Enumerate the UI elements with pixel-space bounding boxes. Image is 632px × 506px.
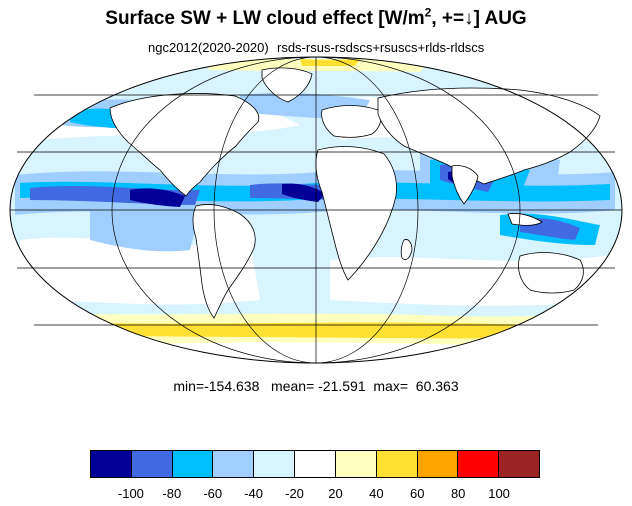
land-madagascar: [400, 239, 413, 260]
field-navy-panama: [130, 188, 185, 207]
colorbar-label: 100: [488, 486, 510, 501]
colorbar-label: -100: [117, 486, 144, 501]
colorbar-label: -20: [285, 486, 304, 501]
land-south-america: [192, 204, 256, 319]
field-gold-arctic: [300, 59, 360, 66]
colorbar-box-4: [254, 451, 296, 477]
colorbar-box-8: [417, 451, 459, 477]
colorbar-label: 20: [328, 486, 343, 501]
land-indonesia: [507, 213, 543, 226]
colorbar-box-9: [458, 451, 500, 477]
colorbar-label: -80: [162, 486, 182, 501]
colorbar-box-3: [213, 451, 255, 477]
land-africa: [315, 146, 397, 281]
land-masses: [109, 67, 601, 319]
land-asia: [377, 87, 601, 185]
title-main: Surface SW + LW cloud effect [W/m: [105, 8, 425, 29]
land-europe: [321, 105, 382, 138]
map-outline: [9, 56, 623, 364]
colorbar-box-10: [499, 451, 539, 477]
field-lightblue-spcz: [90, 208, 200, 252]
colorbar-label: -60: [203, 486, 223, 501]
title-suffix: , +=↓] AUG: [431, 8, 527, 29]
subtitle-variable: rsds-rsus-rsdscs+rsuscs+rlds-rldscs: [277, 40, 485, 55]
land-antarctica: [80, 342, 560, 363]
colorbar-box-0: [91, 451, 132, 477]
land-australia: [518, 252, 584, 294]
land-north-america: [109, 93, 260, 197]
subtitle-model: ngc2012(2020-2020): [148, 40, 269, 55]
land-india: [451, 165, 479, 205]
title-superscript: 2: [424, 5, 432, 20]
colorbar-box-7: [376, 451, 418, 477]
colorbar-box-1: [131, 451, 173, 477]
field-navy-westafrica: [282, 183, 325, 202]
graticule: [9, 56, 623, 364]
colorbar-box-6: [335, 451, 377, 477]
colorbar-label: 60: [410, 486, 425, 501]
chart-title: Surface SW + LW cloud effect [W/m2, +=↓]…: [0, 5, 632, 30]
colorbar-box-2: [172, 451, 214, 477]
stats-line: min=-154.638 mean= -21.591 max= 60.363: [173, 378, 459, 394]
colorbar-label: -40: [244, 486, 264, 501]
colorbar-label: 40: [369, 486, 384, 501]
colorbar-box-5: [295, 451, 336, 477]
field-gold-southern: [40, 322, 610, 339]
land-greenland: [261, 67, 313, 103]
colorbar: [90, 450, 540, 478]
colorbar-label: 80: [450, 486, 466, 501]
